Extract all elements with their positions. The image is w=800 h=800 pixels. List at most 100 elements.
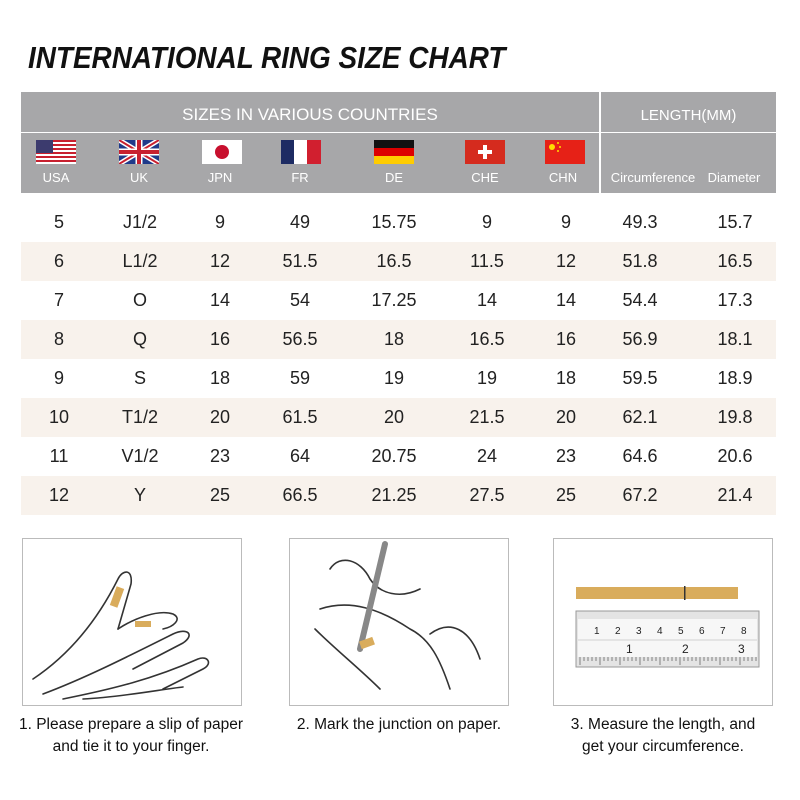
table-cell: 12 xyxy=(209,251,231,271)
table-cell: 16 xyxy=(555,329,577,349)
step1-caption: 1. Please prepare a slip of paper and tie… xyxy=(0,714,266,758)
circumference-label: Circumference xyxy=(610,170,696,185)
table-cell: 59 xyxy=(289,368,311,388)
country-label: USA xyxy=(42,170,70,185)
table-cell: 5 xyxy=(53,212,65,232)
ruler-number: 7 xyxy=(720,626,726,637)
table-cell: 11 xyxy=(49,446,69,466)
table-cell: 12 xyxy=(48,485,70,505)
table-cell: 14 xyxy=(209,290,231,310)
table-cell: 18.9 xyxy=(717,368,753,388)
table-cell: 9 xyxy=(560,212,572,232)
table-cell: 54 xyxy=(289,290,311,310)
caption-line: 3. Measure the length, and xyxy=(570,716,756,733)
ruler-number: 3 xyxy=(738,642,745,656)
country-label: CHN xyxy=(548,170,578,185)
country-label: CHE xyxy=(471,170,499,185)
table-cell: 62.1 xyxy=(622,407,658,427)
table-cell: 16.5 xyxy=(469,329,505,349)
table-cell: 18 xyxy=(209,368,231,388)
caption-line: 2. Mark the junction on paper. xyxy=(296,716,502,733)
table-cell: L1/2 xyxy=(122,251,158,271)
table-cell: T1/2 xyxy=(121,407,159,427)
china-flag-icon xyxy=(545,140,585,164)
caption-line: and tie it to your finger. xyxy=(52,738,210,755)
table-row: 9 S 18 59 19 19 18 59.5 18.9 xyxy=(21,359,776,398)
table-cell: 27.5 xyxy=(469,485,505,505)
table-cell: 21.25 xyxy=(371,485,417,505)
table-cell: 20 xyxy=(555,407,577,427)
table-row: 5 J1/2 9 49 15.75 9 9 49.3 15.7 xyxy=(21,203,776,242)
country-label: DE xyxy=(384,170,404,185)
table-cell: 8 xyxy=(53,329,65,349)
table-cell: S xyxy=(133,368,147,388)
table-cell: 25 xyxy=(555,485,577,505)
table-cell: 61.5 xyxy=(282,407,318,427)
table-cell: Q xyxy=(132,329,148,349)
table-cell: Y xyxy=(133,485,147,505)
table-cell: 54.4 xyxy=(622,290,658,310)
switzerland-flag-icon xyxy=(465,140,505,164)
caption-line: get your circumference. xyxy=(582,738,744,755)
table-cell: 9 xyxy=(53,368,65,388)
table-cell: 20 xyxy=(209,407,231,427)
table-cell: 15.7 xyxy=(717,212,753,232)
table-cell: 51.8 xyxy=(622,251,658,271)
table-cell: O xyxy=(132,290,148,310)
ruler-number: 5 xyxy=(678,626,684,637)
table-cell: 64.6 xyxy=(622,446,658,466)
table-cell: 7 xyxy=(53,290,65,310)
table-cell: 20 xyxy=(383,407,405,427)
japan-flag-icon xyxy=(202,140,242,164)
table-row: 6 L1/2 12 51.5 16.5 11.5 12 51.8 16.5 xyxy=(21,242,776,281)
table-cell: 23 xyxy=(555,446,577,466)
step3-caption: 3. Measure the length, and get your circu… xyxy=(528,714,798,758)
germany-flag-icon xyxy=(374,140,414,164)
table-cell: 11.5 xyxy=(470,251,504,271)
ruler-number: 1 xyxy=(626,642,633,656)
table-cell: 67.2 xyxy=(622,485,658,505)
table-cell: 16.5 xyxy=(376,251,412,271)
divider xyxy=(599,92,601,193)
table-cell: 12 xyxy=(555,251,577,271)
table-cell: V1/2 xyxy=(121,446,159,466)
table-cell: 9 xyxy=(214,212,226,232)
table-row: 7 O 14 54 17.25 14 14 54.4 17.3 xyxy=(21,281,776,320)
ruler-number: 6 xyxy=(699,626,705,637)
table-row: 12 Y 25 66.5 21.25 27.5 25 67.2 21.4 xyxy=(21,476,776,515)
step1-image xyxy=(22,538,242,706)
table-cell: 18 xyxy=(555,368,577,388)
table-cell: 49.3 xyxy=(622,212,658,232)
caption-line: 1. Please prepare a slip of paper xyxy=(18,716,244,733)
france-flag-icon xyxy=(281,140,321,164)
step2-image xyxy=(289,538,509,706)
length-header: LENGTH(MM) xyxy=(601,92,776,133)
table-cell: 24 xyxy=(476,446,498,466)
country-label: UK xyxy=(129,170,149,185)
table-cell: 49 xyxy=(289,212,311,232)
table-cell: 20.75 xyxy=(371,446,417,466)
table-cell: J1/2 xyxy=(122,212,158,232)
table-row: 10 T1/2 20 61.5 20 21.5 20 62.1 19.8 xyxy=(21,398,776,437)
ruler-number: 2 xyxy=(615,626,621,637)
table-cell: 51.5 xyxy=(282,251,318,271)
table-cell: 21.4 xyxy=(717,485,753,505)
table-cell: 64 xyxy=(289,446,311,466)
ruler-number: 4 xyxy=(657,626,663,637)
table-cell: 10 xyxy=(48,407,70,427)
table-cell: 19 xyxy=(383,368,405,388)
step2-caption: 2. Mark the junction on paper. xyxy=(264,714,534,736)
table-cell: 21.5 xyxy=(469,407,505,427)
table-cell: 9 xyxy=(481,212,493,232)
table-row: 8 Q 16 56.5 18 16.5 16 56.9 18.1 xyxy=(21,320,776,359)
table-cell: 19 xyxy=(476,368,498,388)
country-label: FR xyxy=(291,170,309,185)
table-header: SIZES IN VARIOUS COUNTRIES LENGTH(MM) US… xyxy=(21,92,776,193)
page-title: INTERNATIONAL RING SIZE CHART xyxy=(28,40,506,75)
table-cell: 23 xyxy=(209,446,231,466)
diameter-label: Diameter xyxy=(707,170,761,185)
table-cell: 14 xyxy=(476,290,498,310)
table-cell: 25 xyxy=(209,485,231,505)
table-cell: 19.8 xyxy=(717,407,753,427)
table-cell: 20.6 xyxy=(717,446,753,466)
